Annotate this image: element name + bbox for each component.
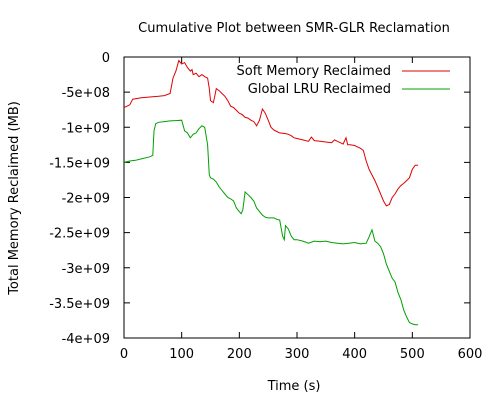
y-tick-label: -1e+09 bbox=[62, 121, 110, 136]
legend-label: Soft Memory Reclaimed bbox=[237, 64, 391, 79]
x-axis: 0 100 200 300 400 500 600 bbox=[120, 57, 483, 362]
series-line-soft-memory bbox=[123, 59, 419, 207]
plot-frame bbox=[123, 56, 471, 339]
y-axis: 0 -5e+08 -1e+09 -1.5e+09 -2e+09 -2.5e+09 -3e+0… bbox=[49, 51, 470, 347]
x-axis-label: Time (s) bbox=[267, 379, 321, 394]
y-tick-label: -2.5e+09 bbox=[49, 227, 110, 242]
plot-border bbox=[123, 56, 471, 339]
series-line-global-lru bbox=[123, 119, 419, 326]
x-tick-label: 500 bbox=[400, 347, 425, 362]
y-tick-label: -1.5e+09 bbox=[49, 156, 110, 171]
y-tick-label: -3e+09 bbox=[62, 262, 110, 277]
legend: Soft Memory Reclaimed Global LRU Reclaime… bbox=[237, 64, 450, 97]
series-layer bbox=[123, 59, 419, 326]
y-tick-label: -3.5e+09 bbox=[49, 297, 110, 312]
y-axis-label: Total Memory Reclaimed (MB) bbox=[7, 101, 22, 296]
legend-label: Global LRU Reclaimed bbox=[248, 82, 391, 97]
y-tick-label: 0 bbox=[102, 51, 110, 66]
x-tick-label: 300 bbox=[285, 347, 310, 362]
chart-title: Cumulative Plot between SMR-GLR Reclamat… bbox=[138, 21, 450, 36]
x-tick-label: 200 bbox=[227, 347, 252, 362]
x-tick-label: 0 bbox=[120, 347, 128, 362]
y-tick-label: -2e+09 bbox=[62, 192, 110, 207]
y-tick-label: -4e+09 bbox=[62, 332, 110, 347]
x-tick-label: 600 bbox=[458, 347, 483, 362]
x-tick-label: 100 bbox=[169, 347, 194, 362]
x-tick-label: 400 bbox=[342, 347, 367, 362]
y-tick-label: -5e+08 bbox=[62, 86, 110, 101]
